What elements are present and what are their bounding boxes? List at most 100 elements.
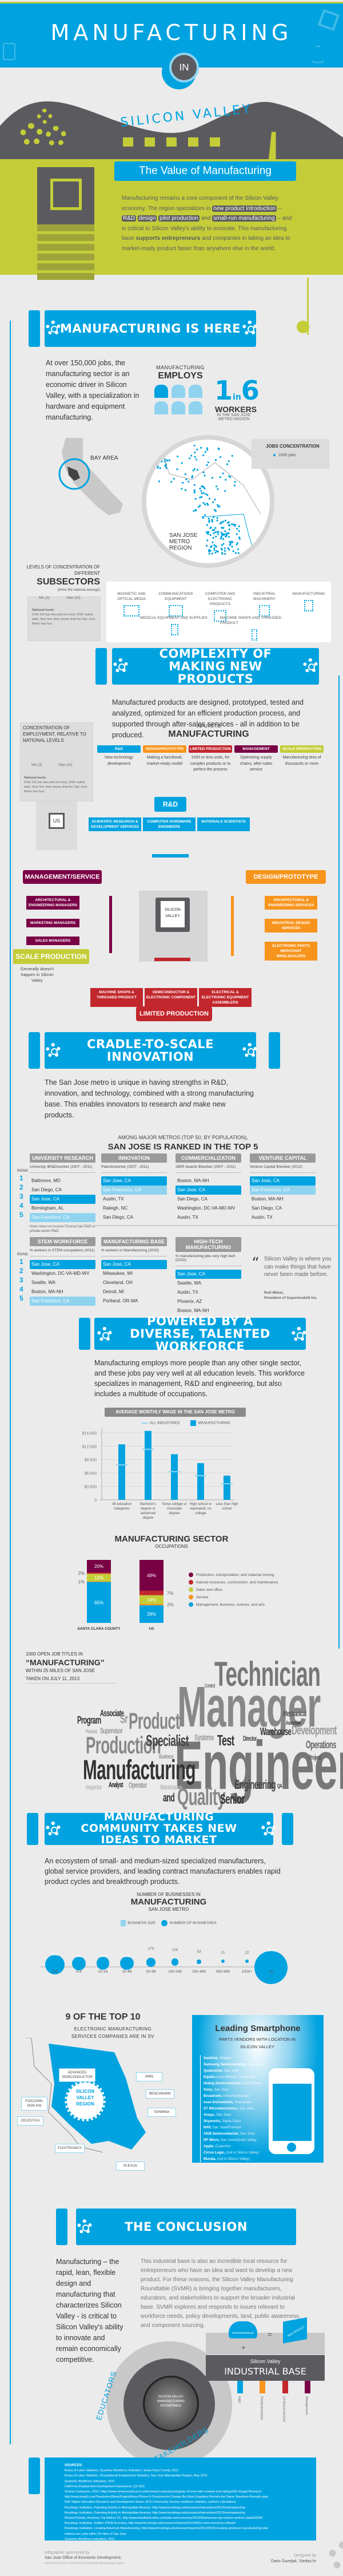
circuit-dots-icon <box>259 605 270 617</box>
job-dot <box>205 493 207 495</box>
job-dot <box>236 542 238 544</box>
base-item: Design/prototype <box>260 2381 266 2422</box>
job-dot <box>163 451 166 453</box>
worker-icon <box>154 385 168 398</box>
job-dot <box>199 504 201 507</box>
job-dot <box>213 549 216 551</box>
ranking-item: Detroit, MI <box>103 1289 124 1294</box>
worker-icon <box>154 401 168 414</box>
phone-screen <box>273 2084 312 2141</box>
worker-icon <box>172 385 185 398</box>
job-dot <box>234 481 236 483</box>
highlight: pilot production <box>158 215 200 222</box>
job-dot <box>216 517 218 519</box>
word-cloud-word: Director <box>243 1735 257 1743</box>
mgmt-bar <box>109 896 112 953</box>
conclusion-left: Manufacturing – the rapid, lean, flexibl… <box>56 2258 123 2364</box>
vendor-location: San Jose <box>216 2113 231 2117</box>
ems-company-label: CELESTICA <box>17 2116 43 2125</box>
national-levels: National levels If the US has two jobs fo… <box>24 776 87 793</box>
vendor-location: Irvine/Sunnyvale <box>223 2094 249 2098</box>
subsector: COMPUTER AND ELECTRONIC PRODUCTS <box>200 591 240 622</box>
ranking-item: San Jose, CA <box>101 1260 167 1269</box>
business-bubble <box>120 1957 134 1970</box>
job-dot <box>234 552 237 554</box>
stage-label: DESIGN/PROTOTYPE <box>143 745 186 753</box>
ranking-item: Baltimore, MD <box>31 1178 61 1183</box>
ranking-subtitle: % workers in STEM occupations (2011) <box>30 1249 95 1257</box>
stage: SCALE PRODUCTION Manufacturing tens of th… <box>280 745 324 773</box>
sponsor-links[interactable]: sjeconomy.com; economic.development@sanj… <box>45 2562 124 2565</box>
vendor-item: Qualcomm, San Jose <box>204 2068 274 2074</box>
job-dot <box>208 517 210 520</box>
segment-label: 14% <box>147 1597 156 1602</box>
worker-icon <box>189 385 202 398</box>
job-dot <box>165 467 167 469</box>
legend-label: Natural resources, construction, and mai… <box>196 1581 278 1585</box>
ranking-column: INNOVATION Patents/worker (2007 - 2011) Sa… <box>101 1153 167 1222</box>
base-item-bar <box>237 2381 243 2393</box>
bubble-value: 126 <box>172 1947 178 1952</box>
job-dot <box>217 504 219 506</box>
job-dot <box>214 509 217 512</box>
vendor-item: RF Micro, San Jose/Scotts Valley <box>204 2137 274 2143</box>
ranking-title: COMMERCIALIZATON <box>176 1153 241 1163</box>
legend-item: Production, transportation, and material… <box>189 1571 303 1579</box>
circuit-dots-icon <box>123 605 139 617</box>
circuit-dots-icon <box>170 624 178 635</box>
category-tag: SALES MANAGERS <box>26 937 79 945</box>
word-cloud-word: Production <box>86 1732 161 1759</box>
job-dot <box>216 531 219 534</box>
business-bubble <box>45 1954 65 1974</box>
chip-label: SILICON VALLEY <box>161 901 185 927</box>
vendor-name: Murata, <box>204 2157 217 2161</box>
ranking-item: San Jose, CA <box>30 1260 95 1269</box>
job-dot <box>214 545 217 547</box>
gear-icon <box>46 321 61 335</box>
ranking-title: MANUFACTURING BASE <box>101 1237 167 1246</box>
job-dot <box>204 487 206 489</box>
base-item-label: Limited production <box>282 2396 286 2422</box>
wordcloud-line1: 1000 OPEN JOB TITLES IN <box>26 1652 83 1657</box>
occupations-legend: Production, transportation, and material… <box>189 1571 303 1609</box>
worker-icon <box>172 401 185 414</box>
mgmt-items: ARCHITECTURAL & ENGINEERING MANAGERS MARK… <box>26 896 79 954</box>
stage-desc: 1000 or less units, for complex products… <box>190 756 231 772</box>
job-dot <box>206 532 209 534</box>
bubble-value: 397 <box>99 1954 106 1959</box>
jobs-concentration-box <box>252 439 329 469</box>
job-dot <box>209 550 212 552</box>
subsector: COMMUNICATIONS EQUIPMENT <box>156 591 196 622</box>
category-tag: ELECTRONIC PARTS MERCHANT WHOLESALERS <box>265 942 317 961</box>
ranking-item: Birmingham, AL <box>31 1206 64 1211</box>
stack-segment <box>87 1582 111 1623</box>
national-levels: National levels If the US has two jobs fo… <box>32 609 95 626</box>
mgmt-label: MANAGEMENT/SERVICE <box>23 870 102 884</box>
ranking-subtitle: % workers in Manufacturing (2010) <box>101 1249 167 1257</box>
ranking-item: Boston, MA-NH <box>177 1178 209 1183</box>
highlight: new product introduction <box>212 205 277 212</box>
ranking-item: San Jose, CA <box>176 1186 241 1195</box>
ranking-item: Boston, MA-NH <box>177 1308 209 1313</box>
job-dot <box>230 540 232 543</box>
biz-subtitle-top: NUMBER OF BUSINESSES IN <box>137 1892 201 1897</box>
vendor-location: San Jose <box>240 2132 255 2136</box>
sources-title: SOURCES: <box>65 2464 83 2467</box>
job-dot <box>224 530 226 532</box>
vendor-item: ST Microelectronics, San Jose <box>204 2105 274 2112</box>
banner-tab <box>282 1813 293 1845</box>
rd-items: SCIENTIFIC RESEARCH & DEVELOPMENT SERVIC… <box>89 817 250 831</box>
footer-sponsor: Infographic sponsored by San Jose Office… <box>45 2551 124 2565</box>
job-dot <box>232 550 234 552</box>
ranking-item: Milwaukee, WI <box>103 1271 133 1276</box>
job-dot <box>212 501 214 504</box>
vendor-name: Skyworks, <box>204 2119 221 2123</box>
job-dot <box>236 533 238 535</box>
job-dot <box>215 485 218 488</box>
jobs-legend: 1000 jobs <box>273 453 296 457</box>
job-dot <box>206 464 208 467</box>
job-dot <box>221 527 224 529</box>
vendor-item: Avago, San Jose <box>204 2112 274 2118</box>
stack-segment <box>139 1604 163 1606</box>
word-cloud-word: Technician <box>214 1655 321 1693</box>
